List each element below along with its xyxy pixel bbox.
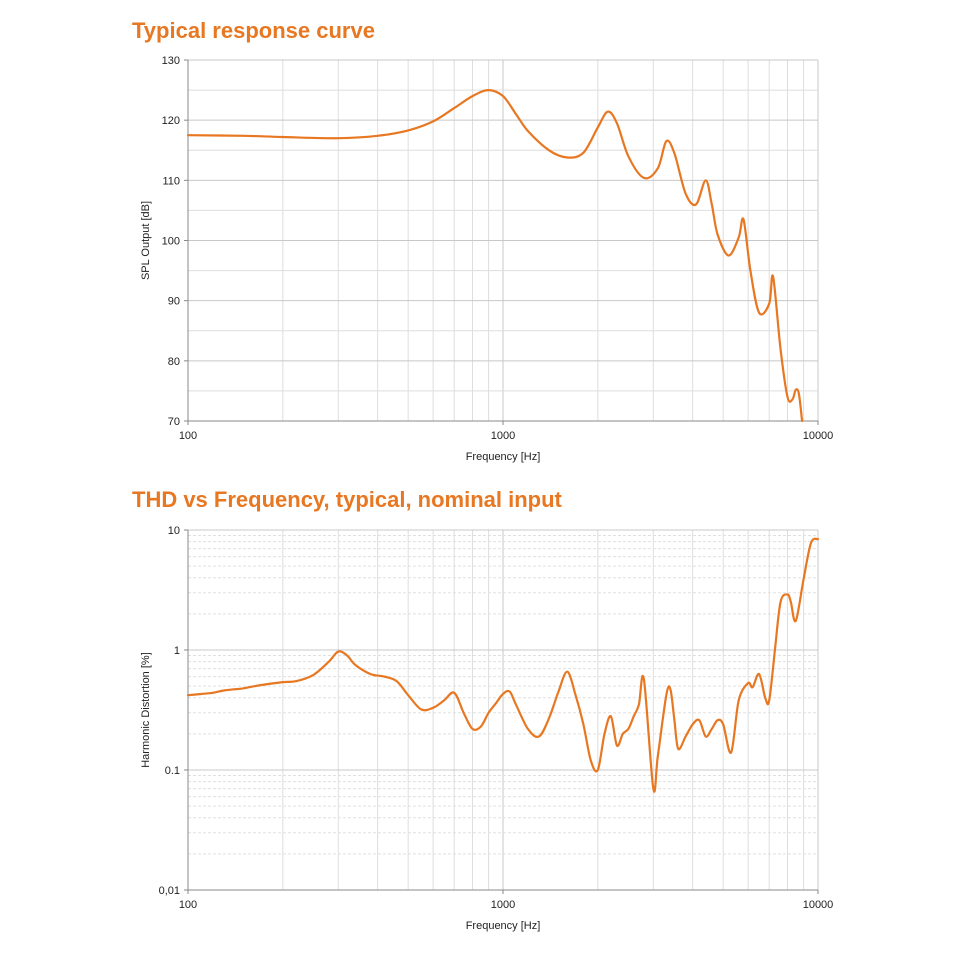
y-tick-label: 80 bbox=[168, 356, 180, 368]
chart-1: 100 1000 10000 70 80 90 100 110 120 130 Frequency … bbox=[140, 55, 833, 463]
x-axis-label: Frequency [Hz] bbox=[466, 451, 541, 463]
y-axis-label: SPL Output [dB] bbox=[140, 201, 152, 280]
x-tick-label: 10000 bbox=[803, 430, 834, 442]
series-line bbox=[186, 89, 804, 423]
y-tick-label: 1 bbox=[174, 645, 180, 657]
y-tick-label: 110 bbox=[162, 175, 180, 187]
x-tick-label: 10000 bbox=[803, 899, 834, 911]
x-tick-label: 1000 bbox=[491, 899, 515, 911]
series-line bbox=[186, 537, 820, 793]
thd-chart-title: THD vs Frequency, typical, nominal input bbox=[132, 487, 562, 512]
y-tick-label: 0,01 bbox=[159, 885, 180, 897]
y-tick-label: 130 bbox=[162, 55, 180, 67]
x-tick-label: 1000 bbox=[491, 430, 515, 442]
y-tick-label: 70 bbox=[168, 416, 180, 428]
x-tick-label: 100 bbox=[179, 430, 197, 442]
chart-2: 100 1000 10000 0,01 0.1 1 10 Frequency [Hz] Harm… bbox=[140, 525, 833, 932]
y-tick-label: 120 bbox=[162, 115, 180, 127]
y-tick-label: 0.1 bbox=[165, 765, 180, 777]
y-tick-label: 100 bbox=[162, 236, 180, 248]
y-tick-label: 90 bbox=[168, 296, 180, 308]
x-axis-label: Frequency [Hz] bbox=[466, 920, 541, 932]
y-axis-label: Harmonic Distortion [%] bbox=[140, 652, 152, 768]
y-tick-label: 10 bbox=[168, 525, 180, 537]
response-chart-title: Typical response curve bbox=[132, 18, 375, 43]
x-tick-label: 100 bbox=[179, 899, 197, 911]
